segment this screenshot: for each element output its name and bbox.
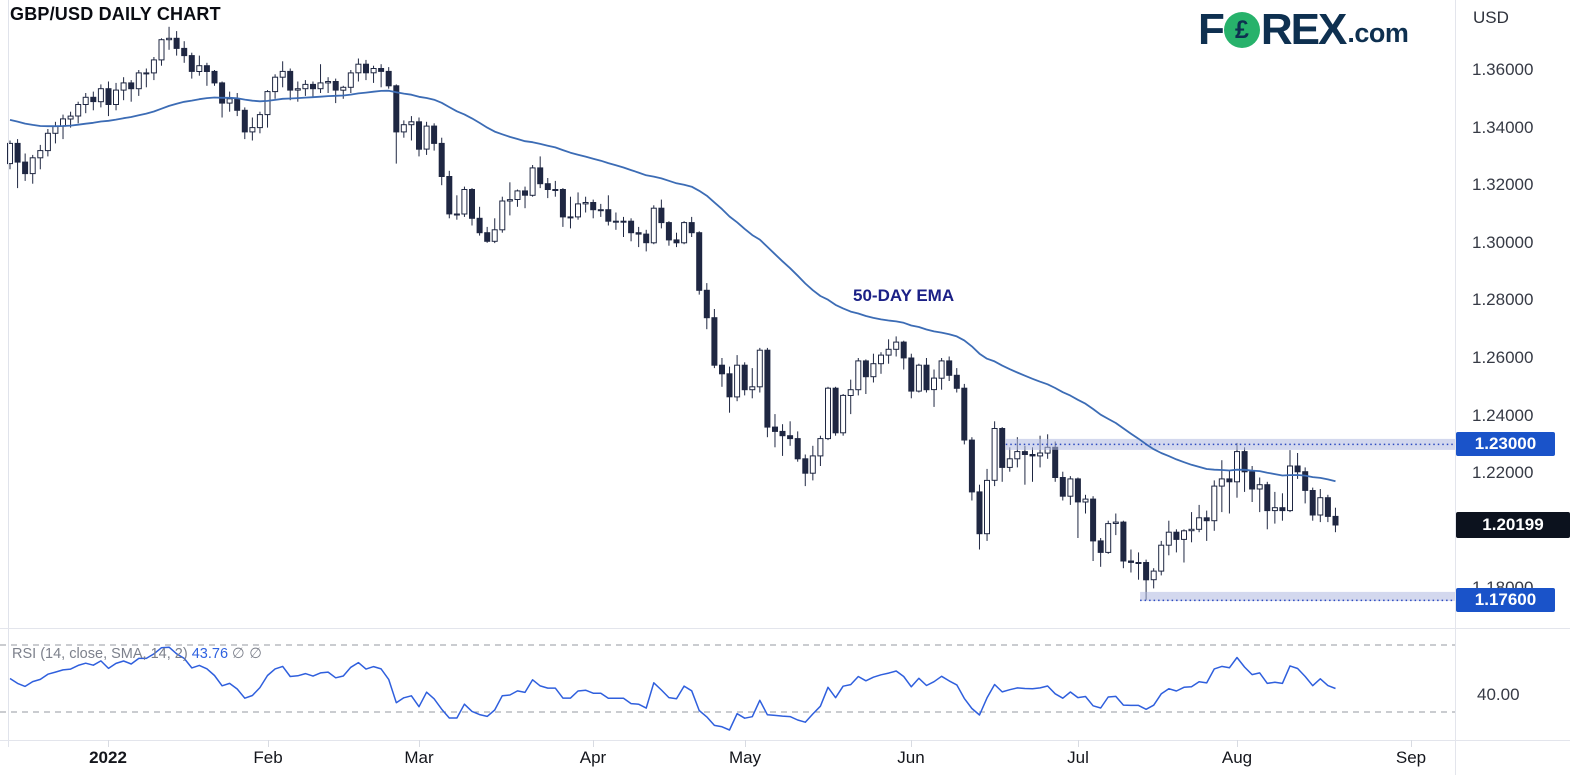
month-boundary-tick (268, 740, 269, 747)
month-label-jun: Jun (897, 748, 925, 767)
month-boundary-tick (1078, 740, 1079, 747)
logo-text-dotcom: .com (1347, 18, 1409, 48)
month-label-2022: 2022 (89, 748, 127, 767)
month-boundary-tick (1411, 740, 1412, 747)
month-label-apr: Apr (579, 748, 607, 767)
resistance-price-tag[interactable]: 1.23000 (1456, 432, 1555, 457)
month-boundary-tick (745, 740, 746, 747)
last-price-tag: 1.20199 (1456, 512, 1570, 539)
month-label-mar: Mar (404, 748, 434, 767)
chart-left-border (8, 0, 9, 747)
rsi-title: RSI (14, close, SMA, 14, 2) (12, 646, 188, 662)
month-label-feb: Feb (253, 748, 283, 767)
ema-annotation-label: 50-DAY EMA (853, 286, 955, 305)
rsi-axis-level-label: 40.00 (1477, 685, 1520, 704)
pane-separator-bottom (0, 740, 1570, 741)
price-axis-currency-label: USD (1473, 8, 1509, 27)
price-tick-label: 1.28000 (1472, 290, 1534, 310)
support-zone[interactable] (1140, 591, 1455, 601)
pane-separator-top[interactable] (0, 628, 1570, 629)
rsi-line[interactable] (9, 646, 1336, 731)
month-boundary-tick (911, 740, 912, 747)
month-boundary-tick (108, 740, 109, 747)
price-tick-label: 1.26000 (1472, 347, 1534, 367)
price-tick-label: 1.32000 (1472, 175, 1534, 195)
logo-text-f: F (1198, 5, 1225, 54)
page-title: GBP/USD DAILY CHART (10, 4, 221, 24)
month-boundary-tick (1237, 740, 1238, 747)
support-price-tag[interactable]: 1.17600 (1456, 588, 1555, 613)
rsi-empty-series-icon: ∅ ∅ (232, 646, 262, 662)
ema-line[interactable] (9, 89, 1336, 483)
price-tick-label: 1.30000 (1472, 232, 1534, 252)
logo-coin-icon: £ (1223, 12, 1260, 48)
price-tick-label: 1.22000 (1472, 463, 1534, 483)
month-label-jul: Jul (1067, 748, 1089, 767)
price-tick-label: 1.36000 (1472, 59, 1534, 79)
rsi-value: 43.76 (191, 646, 229, 662)
logo-text-rex: REX (1260, 5, 1347, 54)
price-tick-label: 1.24000 (1472, 405, 1534, 425)
month-label-aug: Aug (1221, 748, 1253, 767)
price-tick-label: 1.34000 (1472, 117, 1534, 137)
month-label-sep: Sep (1395, 748, 1427, 767)
month-boundary-tick (593, 740, 594, 747)
month-boundary-tick (419, 740, 420, 747)
logo-pound-glyph: £ (1234, 16, 1249, 44)
rsi-indicator-caption[interactable]: RSI (14, close, SMA, 14, 2) 43.76 ∅ ∅ (12, 646, 262, 662)
candles (7, 26, 1339, 600)
axis-separator (1455, 0, 1456, 775)
price-pane[interactable] (0, 0, 1455, 628)
month-label-may: May (728, 748, 762, 767)
resistance-zone[interactable] (1005, 438, 1455, 450)
forexcom-logo: F £ REX .com (1198, 5, 1409, 54)
rsi-pane[interactable] (0, 628, 1455, 740)
